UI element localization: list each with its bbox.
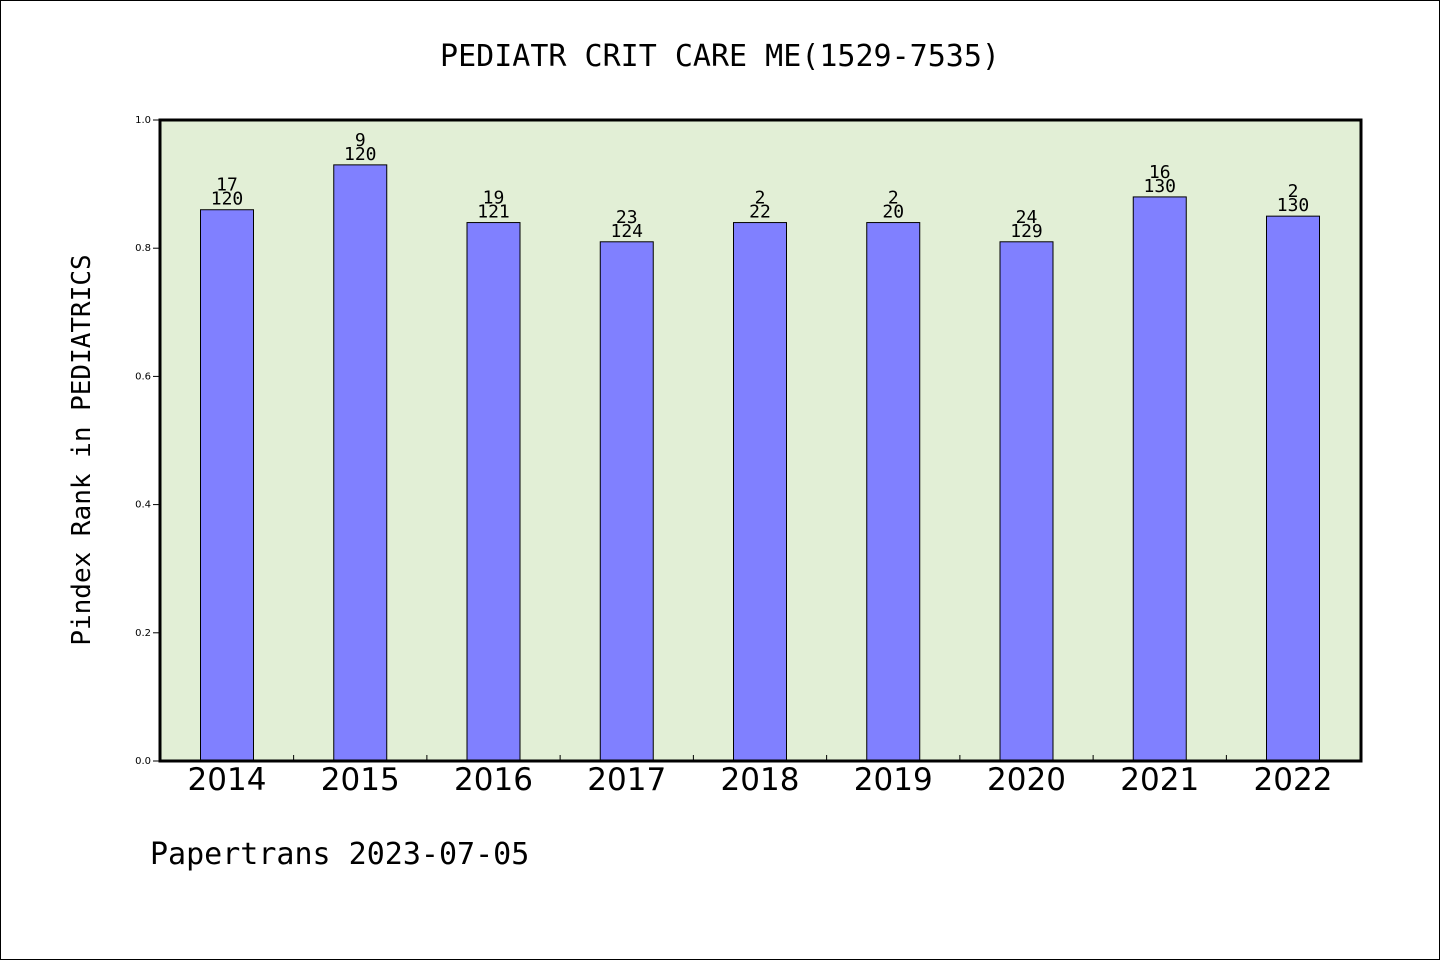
rank-label-2016: 19 [483, 188, 505, 209]
y-tick-label: 0.6 [135, 371, 151, 382]
total-label-2014: 120 [211, 189, 244, 210]
bar-2020 [999, 241, 1054, 762]
rank-label-2014: 17 [216, 175, 238, 196]
x-tick-label-2021: 2021 [1120, 762, 1199, 798]
bar-2015 [333, 164, 388, 762]
bar-2016 [466, 222, 521, 762]
total-label-2017: 124 [610, 221, 643, 242]
total-label-2022: 130 [1277, 195, 1310, 216]
bar-2022 [1266, 215, 1320, 762]
bar-2021 [1132, 196, 1187, 762]
bar-2017 [599, 241, 654, 762]
bar-2019 [866, 222, 921, 762]
bar-2018 [733, 222, 787, 762]
x-axis: 2014 2015 2016 2017 2018 2019 2020 2021 2022 [188, 755, 1333, 798]
x-tick-label-2018: 2018 [721, 762, 800, 798]
y-tick-label: 0.8 [135, 243, 151, 254]
total-label-2020: 129 [1010, 221, 1043, 242]
rank-label-2021: 16 [1149, 162, 1171, 183]
rank-label-2018: 2 [755, 188, 766, 209]
rank-label-2020: 24 [1016, 207, 1038, 228]
chart-title: PEDIATR CRIT CARE ME(1529-7535) [440, 39, 1000, 74]
rank-label-2019: 2 [888, 188, 899, 209]
x-tick-label-2014: 2014 [188, 762, 267, 798]
rank-label-2015: 9 [355, 130, 366, 151]
x-tick-label-2017: 2017 [587, 762, 666, 798]
x-tick-label-2020: 2020 [987, 762, 1066, 798]
x-tick-label-2015: 2015 [321, 762, 400, 798]
footer-text: Papertrans 2023-07-05 [150, 837, 529, 872]
total-label-2021: 130 [1143, 176, 1176, 197]
x-tick-label-2016: 2016 [454, 762, 533, 798]
bar-2014 [200, 209, 254, 762]
plot-border [158, 118, 1363, 763]
total-label-2015: 120 [344, 144, 377, 165]
rank-label-2017: 23 [616, 207, 638, 228]
y-axis-label: Pindex Rank in PEDIATRICS [67, 254, 97, 645]
y-tick-label: 0.4 [135, 500, 151, 511]
y-tick-label: 0.0 [135, 756, 151, 767]
rank-label-2022: 2 [1288, 181, 1299, 202]
total-label-2016: 121 [477, 202, 510, 223]
y-tick-label: 1.0 [135, 115, 151, 126]
y-tick-label: 0.2 [135, 628, 151, 639]
bars-group [200, 164, 1320, 762]
total-label-2018: 22 [749, 202, 771, 223]
x-tick-label-2019: 2019 [854, 762, 933, 798]
x-tick-label-2022: 2022 [1254, 762, 1333, 798]
y-axis: 0.0 0.2 0.4 0.6 0.8 1.0 [135, 115, 160, 767]
total-label-2019: 20 [882, 202, 904, 223]
